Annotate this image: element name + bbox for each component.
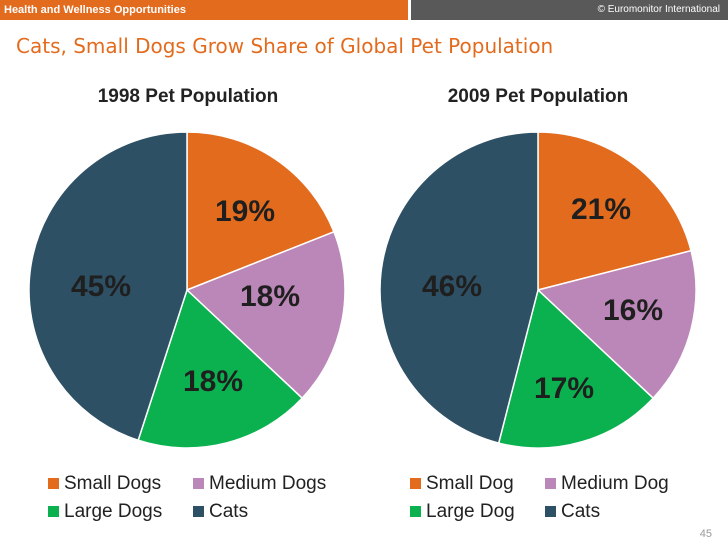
data-label-1-1: 16% — [603, 294, 663, 327]
legend-swatch-1-1 — [545, 478, 556, 489]
legend-label-1-0: Small Dog — [426, 473, 514, 494]
legend-label-0-3: Cats — [209, 501, 248, 522]
data-label-1-0: 21% — [571, 193, 631, 226]
data-label-0-1: 18% — [240, 280, 300, 313]
legend-label-1-2: Large Dog — [426, 501, 515, 522]
section-label: Health and Wellness Opportunities — [0, 0, 408, 20]
data-label-0-2: 18% — [183, 365, 243, 398]
pie-slice-0-1 — [185, 230, 346, 400]
chart-title-2009: 2009 Pet Population — [447, 86, 629, 107]
pie-slice-1-2 — [497, 288, 655, 449]
legend-swatch-0-2 — [48, 506, 59, 517]
chart-title-1998: 1998 Pet Population — [97, 86, 279, 107]
pie-slice-0-3 — [28, 131, 188, 442]
pie-slice-0-2 — [137, 288, 304, 449]
legend-swatch-0-0 — [48, 478, 59, 489]
data-label-1-2: 17% — [534, 372, 594, 405]
legend-label-1-3: Cats — [561, 501, 600, 522]
legend-label-0-1: Medium Dogs — [209, 473, 326, 494]
data-label-1-3: 46% — [422, 270, 482, 303]
legend-swatch-1-2 — [410, 506, 421, 517]
copyright-text: © Euromonitor International — [411, 0, 728, 20]
slide-number: 45 — [699, 528, 712, 540]
header-divider — [408, 0, 411, 20]
pie-slice-1-3 — [379, 131, 539, 444]
legend-swatch-1-0 — [410, 478, 421, 489]
header-bar: Health and Wellness Opportunities © Euro… — [0, 0, 728, 20]
pie-slice-1-1 — [536, 249, 697, 400]
slide-title: Cats, Small Dogs Grow Share of Global Pe… — [16, 34, 554, 58]
pie-slice-1-0 — [537, 131, 692, 291]
legend-swatch-1-3 — [545, 506, 556, 517]
data-label-0-0: 19% — [215, 195, 275, 228]
pie-slice-0-0 — [186, 131, 335, 292]
legend-label-0-0: Small Dogs — [64, 473, 161, 494]
data-label-0-3: 45% — [71, 270, 131, 303]
legend-swatch-0-1 — [193, 478, 204, 489]
legend-label-1-1: Medium Dog — [561, 473, 669, 494]
legend-swatch-0-3 — [193, 506, 204, 517]
legend-label-0-2: Large Dogs — [64, 501, 162, 522]
